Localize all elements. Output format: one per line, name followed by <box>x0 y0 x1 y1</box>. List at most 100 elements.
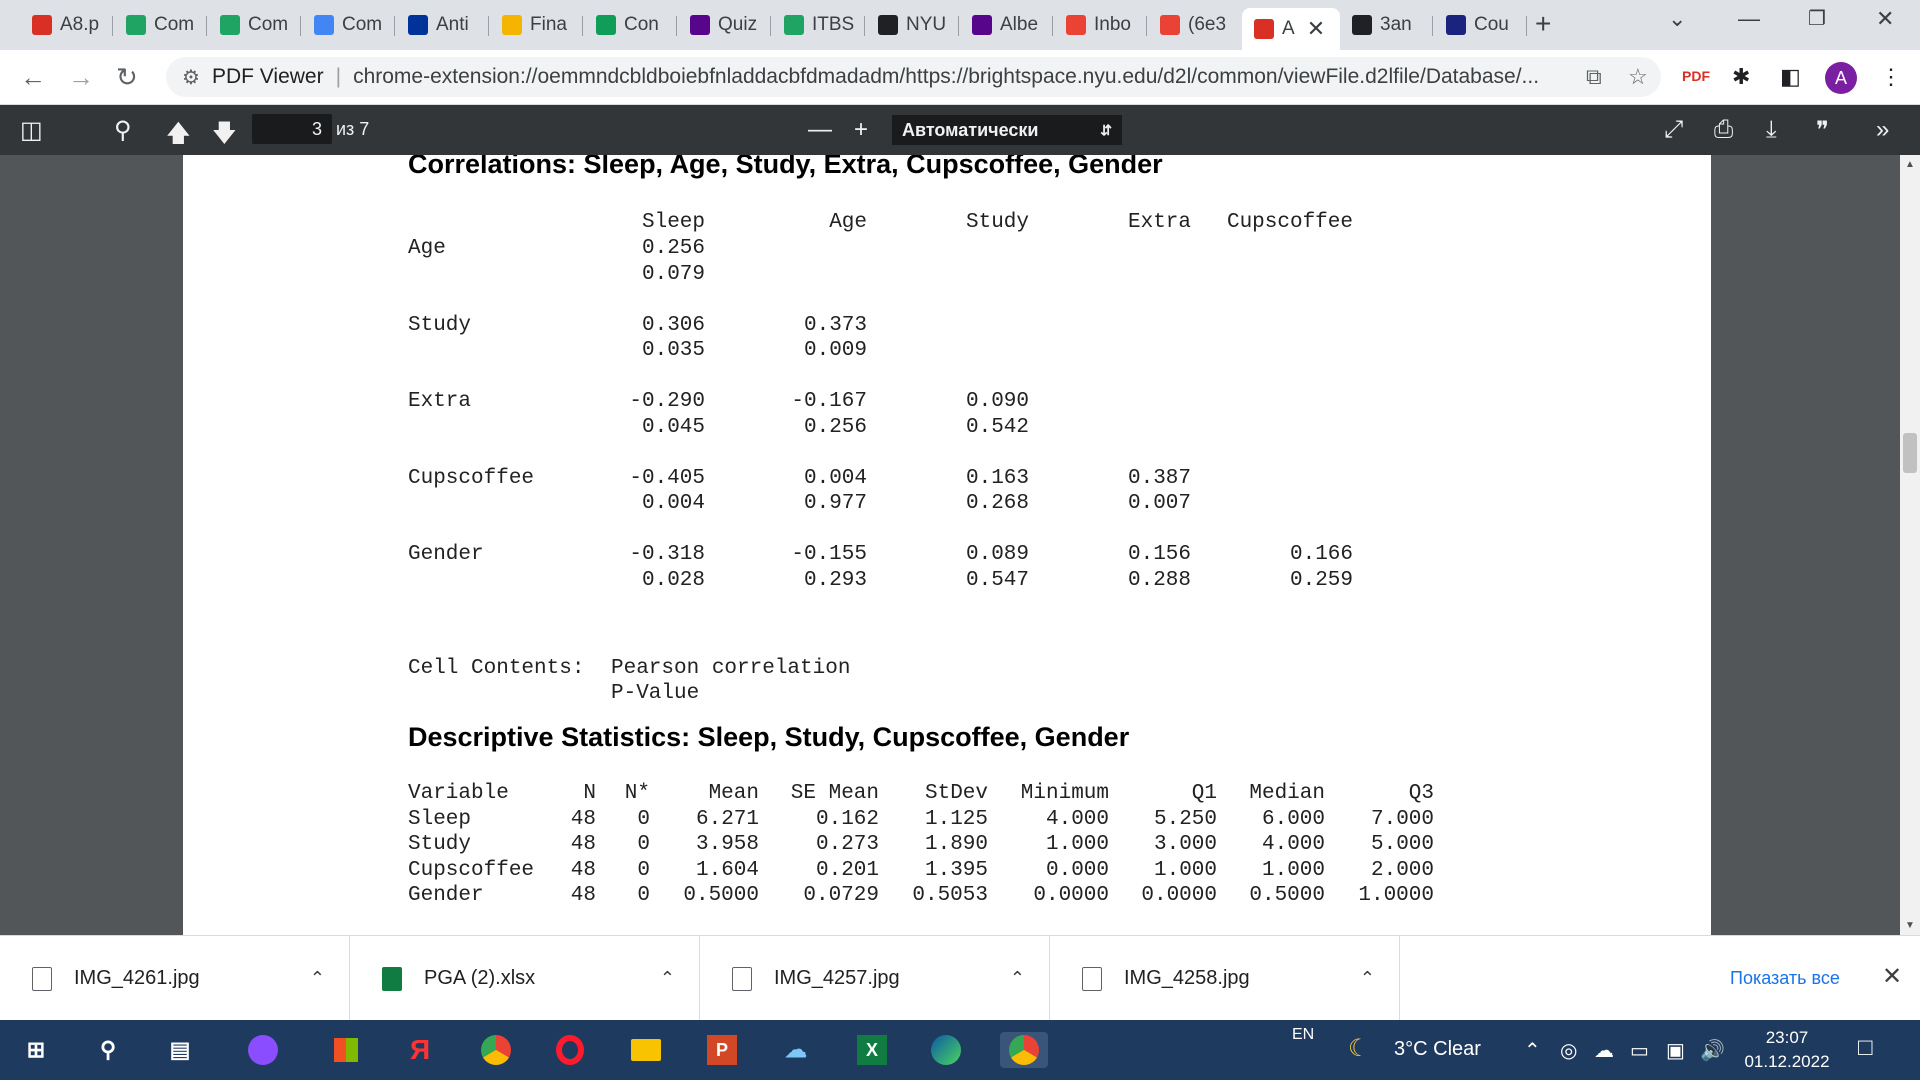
save-download-icon[interactable]: ⤓ <box>1766 116 1777 143</box>
browser-tab[interactable]: Con <box>584 8 678 42</box>
download-item[interactable]: IMG_4258.jpg ⌃ <box>1050 936 1400 1021</box>
zoom-in-icon[interactable]: + <box>854 116 869 143</box>
tab-label: Fina <box>530 14 567 35</box>
tab-search-chevron-icon[interactable]: ⌄ <box>1668 6 1687 31</box>
scroll-up-icon[interactable]: ▲ <box>1905 159 1915 170</box>
chrome-profile-icon[interactable] <box>1000 1032 1048 1068</box>
browser-tab[interactable]: ITBS <box>772 8 866 42</box>
page-number-input[interactable]: 3 <box>252 114 332 144</box>
tab-label: Anti <box>436 14 469 35</box>
browser-tab[interactable]: Com <box>302 8 396 42</box>
close-tab-icon[interactable]: ✕ <box>1306 16 1326 41</box>
browser-tab[interactable]: Cou <box>1434 8 1528 42</box>
desc-column-header: Minimum <box>1020 782 1109 805</box>
download-item[interactable]: IMG_4257.jpg ⌃ <box>700 936 1050 1021</box>
language-indicator[interactable]: EN <box>1292 1026 1315 1043</box>
scroll-down-icon[interactable]: ▼ <box>1905 920 1915 931</box>
network-icon[interactable]: ▣ <box>1666 1040 1685 1062</box>
browser-tab[interactable]: Com <box>208 8 302 42</box>
desc-stat-value: 48 <box>570 858 596 882</box>
desc-stat-value: 4.000 <box>1045 807 1109 831</box>
edge-icon[interactable] <box>928 1032 964 1068</box>
reload-icon[interactable]: ↻ <box>116 62 138 92</box>
desc-stat-value: 3.000 <box>1153 833 1217 856</box>
menu-kebab-icon[interactable]: ⋮ <box>1880 64 1902 89</box>
side-panel-icon[interactable]: ◧ <box>1780 64 1801 89</box>
download-item[interactable]: PGA (2).xlsx ⌃ <box>350 936 700 1021</box>
pdf-viewport[interactable]: Correlations: Sleep, Age, Study, Extra, … <box>0 155 1900 935</box>
powerpoint-icon[interactable]: P <box>704 1032 740 1068</box>
chrome-icon[interactable] <box>478 1032 514 1068</box>
browser-tab[interactable]: Albe <box>960 8 1054 42</box>
share-icon[interactable]: ⧉ <box>1586 64 1602 89</box>
close-window-button[interactable]: ✕ <box>1876 6 1895 31</box>
presentation-mode-icon[interactable]: ⤢ <box>1664 116 1684 143</box>
task-view-icon[interactable]: ▤ <box>169 1037 191 1062</box>
minimize-button[interactable]: — <box>1738 6 1760 31</box>
bookmark-star-icon[interactable]: ☆ <box>1628 64 1648 89</box>
correlation-value: -0.167 <box>791 390 867 413</box>
pdf-extension-icon[interactable]: PDF <box>1682 68 1710 84</box>
p-value: 0.035 <box>641 339 705 362</box>
browser-tab[interactable]: NYU <box>866 8 960 42</box>
browser-tab[interactable]: Inbo <box>1054 8 1148 42</box>
windows-start-icon[interactable]: ⊞ <box>26 1037 46 1062</box>
profile-avatar[interactable]: A <box>1825 62 1857 94</box>
weather-text[interactable]: 3°C Clear <box>1394 1038 1481 1060</box>
bookmark-icon[interactable]: ❞ <box>1816 117 1829 144</box>
sidebar-toggle-icon[interactable]: ◫ <box>20 117 43 144</box>
next-page-icon[interactable]: 🡇 <box>212 120 237 147</box>
browser-tab[interactable]: Com <box>114 8 208 42</box>
tab-separator <box>488 16 489 36</box>
browser-tab[interactable]: (6e3 <box>1148 8 1242 42</box>
desc-stat-value: 4.000 <box>1261 833 1325 856</box>
search-icon[interactable]: ⚲ <box>114 117 132 144</box>
volume-icon[interactable]: 🔊 <box>1700 1040 1725 1062</box>
back-arrow-icon[interactable]: ← <box>20 62 46 92</box>
download-filename: IMG_4257.jpg <box>774 967 900 989</box>
file-explorer-icon[interactable] <box>628 1032 664 1068</box>
extensions-puzzle-icon[interactable]: ✱ <box>1732 64 1751 89</box>
zoom-out-icon[interactable]: — <box>808 116 832 143</box>
browser-tab[interactable]: Anti <box>396 8 490 42</box>
microsoft-store-icon[interactable] <box>328 1032 364 1068</box>
browser-tab[interactable]: Quiz <box>678 8 772 42</box>
browser-tab[interactable]: Fina <box>490 8 584 42</box>
desc-stat-value: 1.000 <box>1045 833 1109 856</box>
alice-assistant-icon[interactable] <box>245 1032 281 1068</box>
clock[interactable]: 23:07 01.12.2022 <box>1742 1026 1832 1074</box>
meet-icon[interactable]: ◎ <box>1560 1040 1578 1062</box>
print-icon[interactable]: ⎙ <box>1714 116 1734 143</box>
tab-strip: + ⌄ — ❐ ✕ A8.p Com Com Com Anti Fina Con Quiz IT… <box>0 0 1920 50</box>
tab-label: Quiz <box>718 14 758 35</box>
show-hidden-icons-icon[interactable]: ⌃ <box>1524 1040 1541 1062</box>
battery-icon[interactable]: ▭ <box>1630 1040 1649 1062</box>
previous-page-icon[interactable]: 🡅 <box>166 120 191 147</box>
new-tab-button[interactable]: + <box>1535 8 1552 39</box>
chevron-up-icon[interactable]: ⌃ <box>1009 968 1025 988</box>
vertical-scrollbar[interactable]: ▲ ▼ <box>1900 155 1920 935</box>
search-icon[interactable]: ⚲ <box>99 1037 117 1062</box>
address-bar[interactable]: ⚙ PDF Viewer | chrome-extension://oemmnd… <box>166 57 1661 97</box>
download-item[interactable]: IMG_4261.jpg ⌃ <box>0 936 350 1021</box>
network-app-icon[interactable]: ☁ <box>785 1037 807 1062</box>
chevron-up-icon[interactable]: ⌃ <box>659 968 675 988</box>
browser-tab[interactable]: 3an <box>1340 8 1434 42</box>
browser-tab[interactable]: A ✕ <box>1242 8 1340 50</box>
zoom-select[interactable]: Автоматически ⇵ <box>892 115 1122 145</box>
opera-icon[interactable] <box>552 1032 588 1068</box>
scrollbar-thumb[interactable] <box>1903 433 1917 473</box>
forward-arrow-icon[interactable]: → <box>68 62 94 92</box>
show-all-downloads-link[interactable]: Показать все <box>1730 968 1840 988</box>
onedrive-cloud-icon[interactable]: ☁ <box>1594 1040 1614 1062</box>
tools-more-icon[interactable]: » <box>1876 116 1890 143</box>
restore-button[interactable]: ❐ <box>1808 8 1826 30</box>
yandex-browser-icon[interactable]: Я <box>409 1034 431 1065</box>
close-shelf-icon[interactable]: ✕ <box>1882 963 1903 990</box>
chevron-up-icon[interactable]: ⌃ <box>309 968 325 988</box>
url-text[interactable]: chrome-extension://oemmndcbldboiebfnladd… <box>353 65 1540 88</box>
chevron-up-icon[interactable]: ⌃ <box>1359 968 1375 988</box>
browser-tab[interactable]: A8.p <box>20 8 114 42</box>
notifications-icon[interactable]: □ <box>1858 1034 1873 1061</box>
excel-icon[interactable]: X <box>854 1032 890 1068</box>
